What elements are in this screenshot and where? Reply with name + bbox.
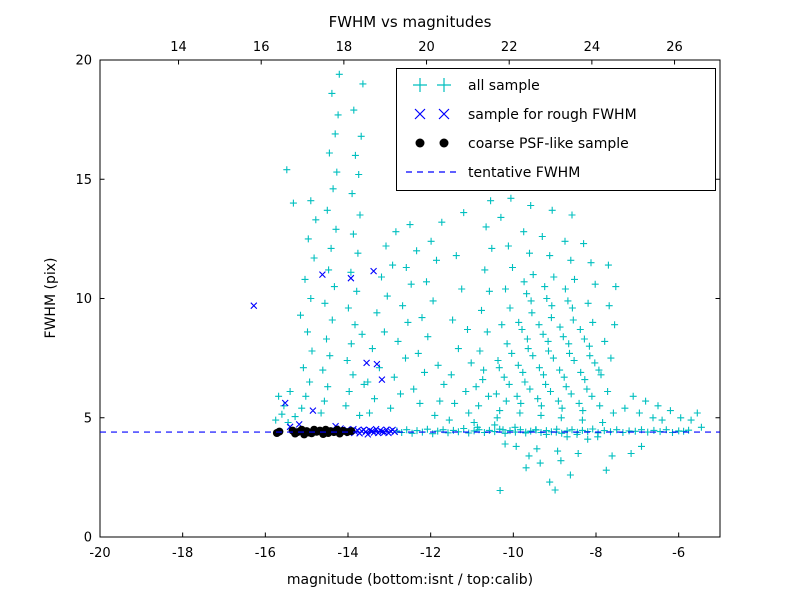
top-tick-label: 14: [170, 40, 187, 55]
all-sample-legend-marker: [413, 78, 451, 92]
x-axis-label: magnitude (bottom:isnt / top:calib): [287, 572, 533, 588]
bottom-tick-label: -18: [172, 546, 193, 561]
psf-sample-legend-marker: [415, 138, 449, 148]
rough-fwhm-legend-marker: [414, 108, 450, 120]
top-tick-label: 20: [418, 40, 435, 55]
left-tick-label: 10: [75, 292, 92, 307]
legend-label-all-sample: all sample: [468, 78, 540, 94]
bottom-tick-label: -16: [255, 546, 276, 561]
top-tick-label: 16: [253, 40, 270, 55]
top-tick-label: 18: [336, 40, 353, 55]
left-tick-label: 0: [84, 531, 92, 546]
bottom-tick-label: -14: [337, 546, 358, 561]
legend-label-rough-fwhm: sample for rough FWHM: [468, 107, 637, 123]
left-tick-label: 15: [75, 173, 92, 188]
bottom-tick-label: -12: [420, 546, 441, 561]
bottom-tick-label: -8: [590, 546, 603, 561]
legend-label-psf-sample: coarse PSF-like sample: [468, 136, 629, 152]
sample-for-rough-fwhm-points: [250, 267, 399, 438]
top-tick-label: 24: [584, 40, 601, 55]
legend-label-tentative-fwhm: tentative FWHM: [468, 165, 580, 181]
scatter-series-layer: [100, 70, 720, 494]
top-tick-label: 22: [501, 40, 518, 55]
left-tick-label: 20: [75, 54, 92, 69]
bottom-tick-label: -6: [672, 546, 685, 561]
y-axis-label: FWHM (pix): [43, 258, 59, 339]
axes-and-ticks: -20 -18 -16 -14 -12 -10 -8 -6 14 16 18 20 22 24 26 0 5 10…: [75, 40, 721, 561]
legend-box: [396, 68, 716, 191]
bottom-tick-label: -20: [89, 546, 110, 561]
left-tick-label: 5: [84, 411, 92, 426]
bottom-tick-label: -10: [503, 546, 524, 561]
axis-labels: FWHM vs magnitudes magnitude (bottom:isn…: [43, 13, 533, 588]
chart-title: FWHM vs magnitudes: [329, 13, 492, 31]
top-tick-label: 26: [666, 40, 683, 55]
legend: all sample sample for rough FWHM coarse …: [396, 68, 716, 191]
